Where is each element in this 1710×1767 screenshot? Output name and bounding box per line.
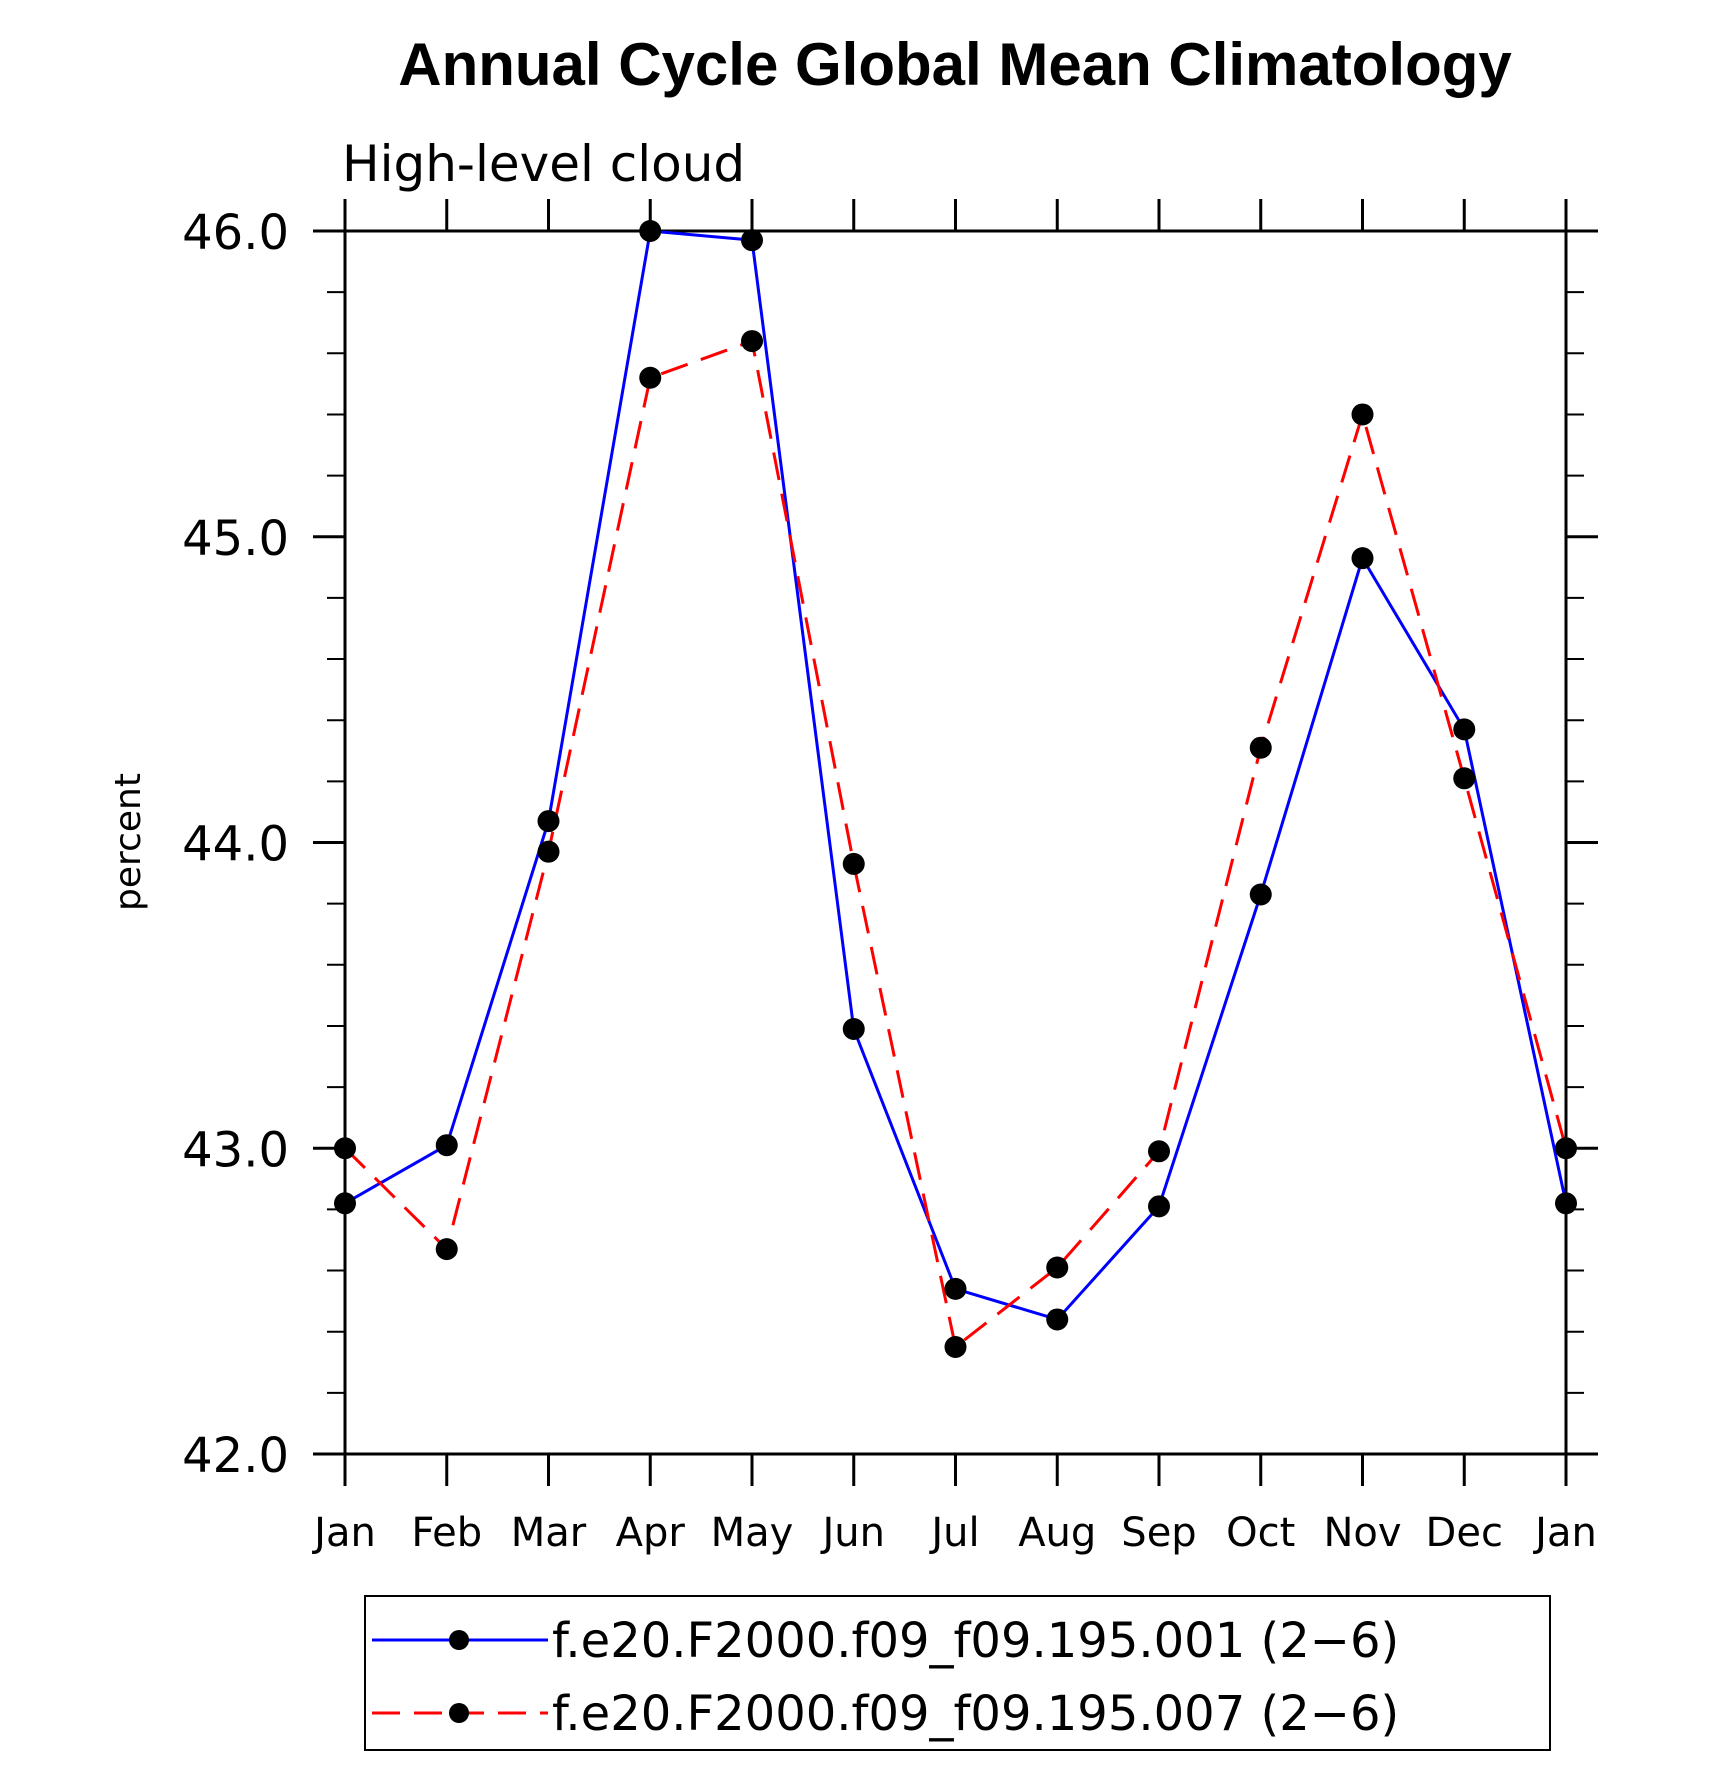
x-tick-label: May bbox=[711, 1510, 794, 1556]
series-1-point bbox=[1249, 883, 1272, 906]
y-tick-label: 42.0 bbox=[182, 1428, 289, 1484]
y-tick-label: 45.0 bbox=[182, 511, 289, 567]
series-1-point bbox=[1555, 1192, 1577, 1215]
x-tick-label: Jan bbox=[311, 1510, 376, 1556]
x-tick-label: Oct bbox=[1226, 1510, 1295, 1556]
x-tick-label: Feb bbox=[411, 1510, 482, 1556]
series-1-point bbox=[944, 1277, 967, 1300]
y-tick-label: 43.0 bbox=[182, 1122, 289, 1178]
x-tick-label: Dec bbox=[1426, 1510, 1503, 1556]
y-tick-label: 46.0 bbox=[182, 205, 289, 261]
series-2-point bbox=[1249, 736, 1272, 759]
series-2-point bbox=[1453, 767, 1476, 790]
series-2-point bbox=[537, 840, 560, 863]
x-tick-label: Jun bbox=[820, 1510, 886, 1556]
chart-subtitle: High-level cloud bbox=[342, 135, 745, 193]
series-1-point bbox=[1148, 1195, 1170, 1218]
series-line-1 bbox=[344, 229, 1568, 1322]
series-2-point bbox=[334, 1137, 356, 1160]
chart-title: Annual Cycle Global Mean Climatology bbox=[398, 31, 1512, 98]
x-tick-label: Aug bbox=[1018, 1510, 1096, 1556]
series-2-point bbox=[1046, 1256, 1069, 1279]
x-tick-label: Nov bbox=[1323, 1510, 1401, 1556]
series-1-point bbox=[334, 1192, 356, 1215]
series-2-point bbox=[1148, 1140, 1170, 1163]
series-1-point bbox=[435, 1134, 458, 1157]
y-tick-labels: 42.0 43.0 44.0 45.0 46.0 bbox=[182, 205, 289, 1484]
legend: f.e20.F2000.f09_f09.195.001 (2−6) f.e20.… bbox=[364, 1595, 1551, 1751]
series-2-point bbox=[1351, 403, 1374, 426]
x-tick-labels: Jan Feb Mar Apr May Jun Jul Aug Sep Oct Nov Dec Jan bbox=[311, 1510, 1597, 1556]
x-tick-label: Jan bbox=[1532, 1510, 1597, 1556]
legend-box bbox=[364, 1595, 1551, 1751]
legend-label-series-2: f.e20.F2000.f09_f09.195.007 (2−6) bbox=[552, 1686, 1399, 1742]
legend-marker-series-2 bbox=[449, 1703, 469, 1723]
legend-label-series-1: f.e20.F2000.f09_f09.195.001 (2−6) bbox=[552, 1613, 1399, 1669]
series-1-point bbox=[639, 220, 662, 242]
y-axis-label: percent bbox=[108, 773, 149, 911]
legend-marker-series-1 bbox=[449, 1630, 469, 1650]
series-2-point bbox=[741, 330, 763, 353]
series-markers bbox=[334, 220, 1577, 1358]
series-1-point bbox=[1453, 718, 1476, 741]
series-2-point bbox=[435, 1238, 458, 1261]
series-2-point bbox=[1555, 1137, 1577, 1160]
series-1-point bbox=[537, 810, 560, 833]
x-tick-label: Mar bbox=[511, 1510, 587, 1556]
x-tick-label: Apr bbox=[616, 1510, 686, 1556]
y-tick-label: 44.0 bbox=[182, 817, 289, 873]
series-lines bbox=[343, 229, 1568, 1350]
series-1-point bbox=[1351, 547, 1374, 570]
series-1-point bbox=[741, 229, 763, 252]
series-2-point bbox=[842, 852, 865, 875]
series-2-point bbox=[944, 1335, 967, 1358]
plot-frame bbox=[343, 229, 1568, 1456]
series-line-2 bbox=[343, 339, 1568, 1350]
series-1-point bbox=[1046, 1308, 1069, 1331]
x-tick-label: Jul bbox=[928, 1510, 979, 1556]
axis-ticks bbox=[313, 199, 1598, 1486]
x-tick-label: Sep bbox=[1121, 1510, 1196, 1556]
series-1-point bbox=[842, 1018, 865, 1041]
series-2-point bbox=[639, 366, 662, 389]
